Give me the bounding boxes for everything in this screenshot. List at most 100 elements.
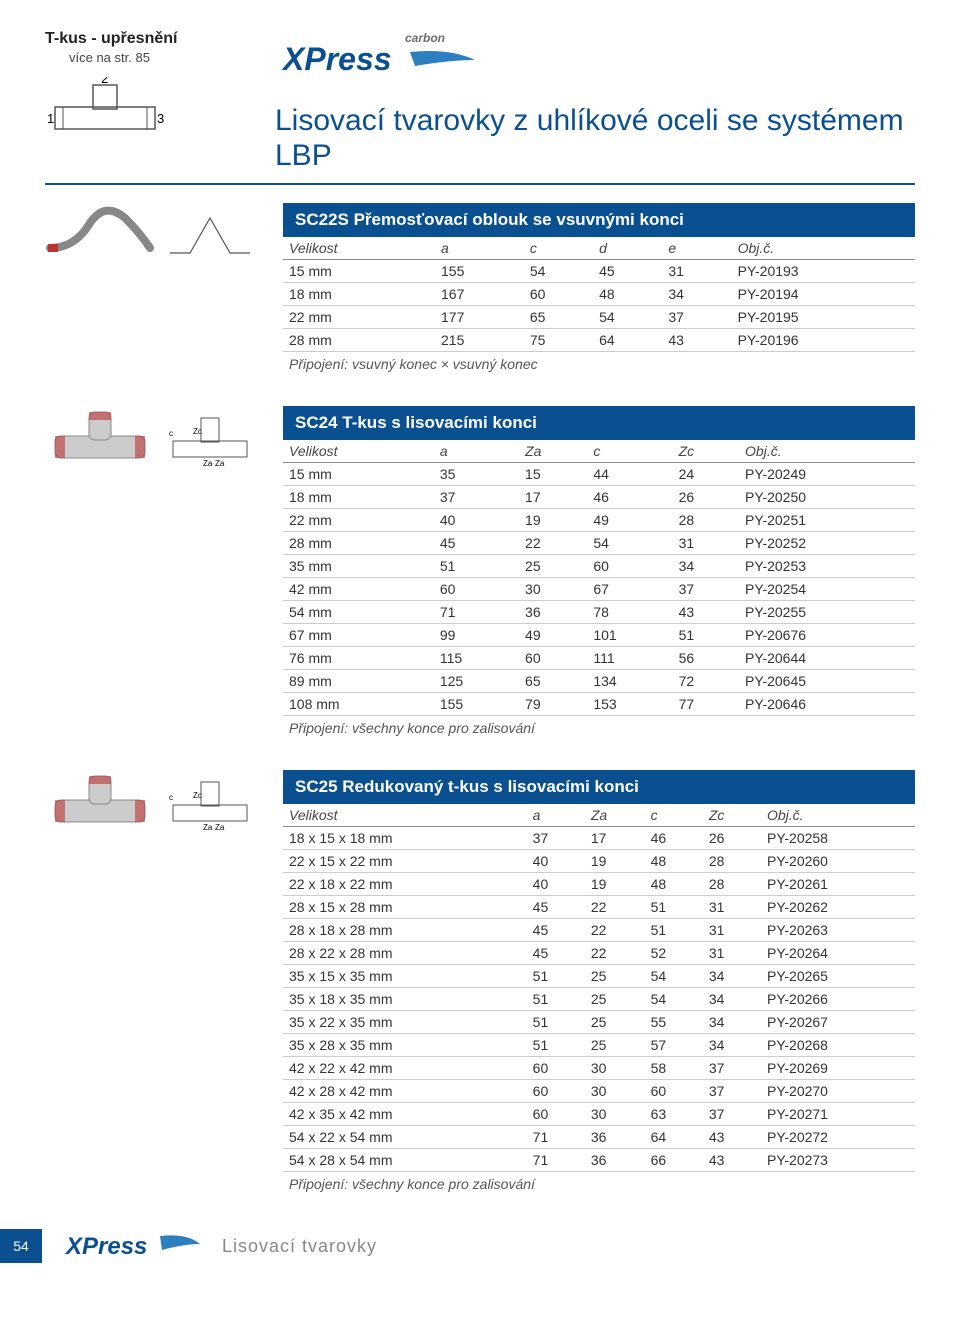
table-row: 15 mm35154424PY-20249 [283, 463, 915, 486]
diagram-label-3: 3 [157, 111, 164, 126]
table-cell: 22 [585, 896, 645, 919]
table-cell: 72 [673, 670, 739, 693]
table-cell: 22 [585, 919, 645, 942]
section-title: SC25 Redukovaný t-kus s lisovacími konci [283, 770, 915, 804]
table-cell: PY-20263 [761, 919, 915, 942]
table-cell: PY-20676 [739, 624, 915, 647]
table-cell: 37 [703, 1057, 761, 1080]
footer-text: Lisovací tvarovky [222, 1236, 377, 1257]
table-header: Obj.č. [761, 804, 915, 827]
table-cell: 71 [434, 601, 519, 624]
logo-main: XPress [281, 41, 392, 77]
table-cell: PY-20645 [739, 670, 915, 693]
table-cell: 51 [434, 555, 519, 578]
table-cell: 22 [519, 532, 587, 555]
table-cell: 25 [585, 988, 645, 1011]
table-cell: 37 [527, 827, 585, 850]
svg-text:Za: Za [203, 823, 213, 832]
table-cell: PY-20267 [761, 1011, 915, 1034]
table-cell: 63 [645, 1103, 703, 1126]
svg-text:Za: Za [215, 823, 225, 832]
table-cell: PY-20646 [739, 693, 915, 716]
table-cell: 60 [519, 647, 587, 670]
table-cell: 56 [673, 647, 739, 670]
table-cell: 45 [527, 919, 585, 942]
svg-text:c: c [169, 793, 173, 802]
table-cell: 28 x 22 x 28 mm [283, 942, 527, 965]
table-cell: PY-20254 [739, 578, 915, 601]
table-cell: 51 [527, 965, 585, 988]
table-cell: 37 [703, 1080, 761, 1103]
table-cell: 54 [645, 965, 703, 988]
table-cell: PY-20273 [761, 1149, 915, 1172]
spec-table: VelikostaZacZcObj.č.15 mm35154424PY-2024… [283, 440, 915, 716]
table-header: Velikost [283, 237, 435, 260]
table-cell: 36 [585, 1149, 645, 1172]
table-cell: 28 [673, 509, 739, 532]
table-cell: 54 [524, 260, 593, 283]
table-cell: 19 [585, 850, 645, 873]
section: SC22S Přemosťovací oblouk se vsuvnými ko… [45, 203, 915, 376]
table-cell: 18 mm [283, 283, 435, 306]
table-header: d [593, 237, 662, 260]
tkus-title: T-kus - upřesnění [45, 30, 245, 48]
connection-note: Připojení: všechny konce pro zalisování [283, 716, 915, 740]
table-cell: 49 [519, 624, 587, 647]
table-cell: 51 [527, 988, 585, 1011]
table-cell: 43 [673, 601, 739, 624]
table-row: 35 x 28 x 35 mm51255734PY-20268 [283, 1034, 915, 1057]
table-row: 67 mm994910151PY-20676 [283, 624, 915, 647]
table-cell: 15 mm [283, 260, 435, 283]
table-cell: 42 mm [283, 578, 434, 601]
table-row: 28 x 18 x 28 mm45225131PY-20263 [283, 919, 915, 942]
table-cell: 35 x 18 x 35 mm [283, 988, 527, 1011]
table-row: 35 x 15 x 35 mm51255434PY-20265 [283, 965, 915, 988]
table-cell: 75 [524, 329, 593, 352]
table-header: Zc [703, 804, 761, 827]
svg-text:Zc: Zc [193, 427, 202, 436]
table-cell: 17 [585, 827, 645, 850]
table-cell: PY-20195 [732, 306, 915, 329]
table-cell: PY-20260 [761, 850, 915, 873]
table-cell: 65 [524, 306, 593, 329]
table-cell: 134 [587, 670, 672, 693]
table-cell: 60 [527, 1080, 585, 1103]
table-cell: PY-20271 [761, 1103, 915, 1126]
table-cell: 54 x 22 x 54 mm [283, 1126, 527, 1149]
table-cell: 28 x 15 x 28 mm [283, 896, 527, 919]
table-cell: 17 [519, 486, 587, 509]
tkus-diagram-icon: 1 2 3 [45, 77, 165, 147]
table-cell: PY-20252 [739, 532, 915, 555]
table-cell: 45 [434, 532, 519, 555]
table-cell: 18 x 15 x 18 mm [283, 827, 527, 850]
table-header: c [587, 440, 672, 463]
table-row: 108 mm1557915377PY-20646 [283, 693, 915, 716]
table-cell: 78 [587, 601, 672, 624]
table-cell: 54 [645, 988, 703, 1011]
table-cell: 60 [527, 1103, 585, 1126]
table-cell: 48 [593, 283, 662, 306]
table-row: 42 x 28 x 42 mm60306037PY-20270 [283, 1080, 915, 1103]
section-title: SC24 T-kus s lisovacími konci [283, 406, 915, 440]
table-cell: 46 [645, 827, 703, 850]
table-row: 42 mm60306737PY-20254 [283, 578, 915, 601]
table-cell: 26 [703, 827, 761, 850]
table-cell: 28 mm [283, 532, 434, 555]
table-cell: 30 [585, 1080, 645, 1103]
connection-note: Připojení: všechny konce pro zalisování [283, 1172, 915, 1196]
table-cell: 155 [435, 260, 524, 283]
table-cell: 44 [587, 463, 672, 486]
table-cell: 22 x 18 x 22 mm [283, 873, 527, 896]
table-cell: 101 [587, 624, 672, 647]
table-cell: 28 [703, 873, 761, 896]
table-cell: 35 x 15 x 35 mm [283, 965, 527, 988]
table-cell: 40 [434, 509, 519, 532]
table-row: 22 mm177655437PY-20195 [283, 306, 915, 329]
table-header: Velikost [283, 440, 434, 463]
table-cell: 28 mm [283, 329, 435, 352]
table-header: Zc [673, 440, 739, 463]
table-cell: 60 [527, 1057, 585, 1080]
table-cell: 155 [434, 693, 519, 716]
table-cell: 35 [434, 463, 519, 486]
table-cell: PY-20255 [739, 601, 915, 624]
